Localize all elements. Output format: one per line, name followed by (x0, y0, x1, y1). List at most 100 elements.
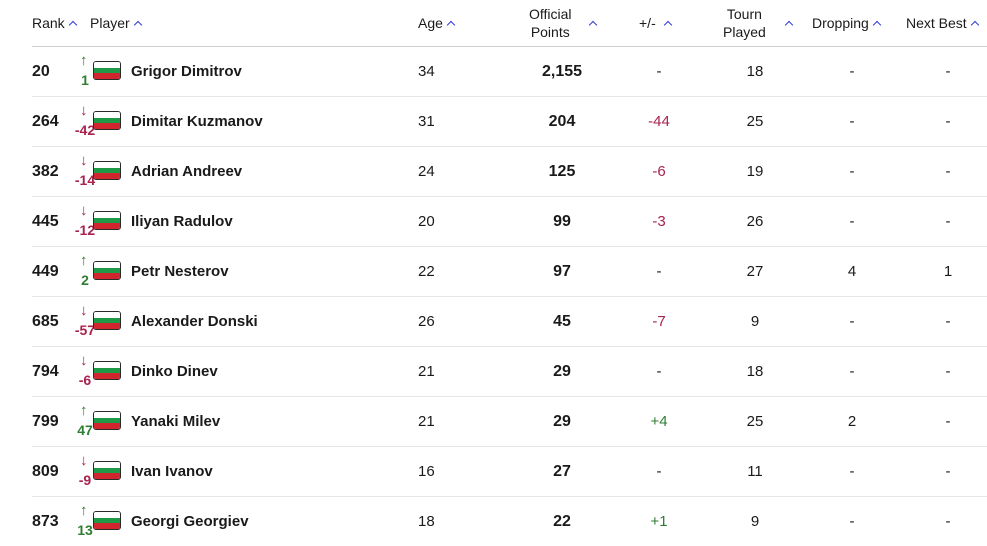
movement-delta: -12 (74, 222, 96, 238)
sort-player-header[interactable]: Player (90, 0, 142, 46)
movement-arrow-icon: ↑ (80, 252, 88, 269)
next-best-cell: - (945, 513, 951, 530)
sort-chevron-icon (872, 20, 882, 30)
dropping-header-label: Dropping (812, 15, 869, 31)
rank-movement: ↑ 2 (70, 253, 100, 293)
dropping-cell: - (849, 163, 855, 180)
tourn-played-cell: 18 (746, 363, 764, 380)
plus-minus-cell: -44 (648, 113, 670, 130)
player-name-link[interactable]: Petr Nesterov (131, 263, 229, 280)
table-row[interactable]: 794 ↓ -6 Dinko Dinev 21 29 - 18 - - (32, 347, 987, 397)
plus-minus-cell: +1 (650, 513, 668, 530)
bulgaria-flag-icon (93, 111, 121, 130)
movement-delta: -14 (74, 172, 96, 188)
rank-header-label: Rank (32, 15, 65, 31)
rank-movement: ↓ -42 (70, 103, 100, 143)
player-name-link[interactable]: Dimitar Kuzmanov (131, 113, 263, 130)
next-best-cell: - (945, 163, 951, 180)
next-best-cell: - (945, 213, 951, 230)
sort-age-header[interactable]: Age (418, 0, 456, 46)
bulgaria-flag-icon (93, 361, 121, 380)
next-best-cell: - (945, 363, 951, 380)
player-name-link[interactable]: Dinko Dinev (131, 363, 218, 380)
player-name-link[interactable]: Yanaki Milev (131, 413, 221, 430)
movement-delta: -57 (74, 322, 96, 338)
tourn-played-cell: 27 (746, 263, 764, 280)
table-row[interactable]: 445 ↓ -12 Iliyan Radulov 20 99 -3 26 - - (32, 197, 987, 247)
sort-plus-minus-header[interactable]: +/- (639, 0, 672, 46)
plus-minus-cell: +4 (650, 413, 668, 430)
tourn-header-line1: Tourn (726, 6, 762, 22)
player-name-link[interactable]: Alexander Donski (131, 313, 258, 330)
dropping-cell: 2 (847, 413, 857, 430)
sort-points-header[interactable]: Official Points (529, 0, 597, 46)
points-cell: 27 (553, 462, 571, 480)
age-cell: 26 (418, 313, 435, 330)
sort-chevron-icon (133, 20, 142, 30)
rank-cell: 873 (32, 512, 59, 530)
sort-dropping-header[interactable]: Dropping (812, 0, 882, 46)
rank-movement: ↓ -6 (70, 353, 100, 393)
bulgaria-flag-icon (93, 411, 121, 430)
next-best-cell: - (945, 313, 951, 330)
next-best-cell: - (945, 63, 951, 80)
sort-rank-header[interactable]: Rank (32, 0, 77, 46)
table-body: 20 ↑ 1 Grigor Dimitrov 34 2,155 - 18 - -… (32, 47, 987, 546)
sort-tourn-played-header[interactable]: Tourn Played (723, 0, 794, 46)
plus-minus-cell: -7 (652, 313, 666, 330)
next-best-cell: 1 (943, 263, 953, 280)
table-row[interactable]: 799 ↑ 47 Yanaki Milev 21 29 +4 25 2 - (32, 397, 987, 447)
player-name-link[interactable]: Georgi Georgiev (131, 513, 249, 530)
movement-delta: 1 (81, 72, 89, 88)
bulgaria-flag-icon (93, 161, 121, 180)
movement-arrow-icon: ↑ (80, 402, 88, 419)
rank-cell: 382 (32, 162, 59, 180)
age-cell: 31 (418, 113, 435, 130)
table-row[interactable]: 264 ↓ -42 Dimitar Kuzmanov 31 204 -44 25… (32, 97, 987, 147)
rank-movement: ↓ -57 (70, 303, 100, 343)
rank-cell: 794 (32, 362, 59, 380)
dropping-cell: - (849, 113, 855, 130)
rank-cell: 809 (32, 462, 59, 480)
movement-delta: -6 (78, 372, 92, 388)
table-row[interactable]: 809 ↓ -9 Ivan Ivanov 16 27 - 11 - - (32, 447, 987, 497)
dropping-cell: - (849, 513, 855, 530)
table-row[interactable]: 20 ↑ 1 Grigor Dimitrov 34 2,155 - 18 - - (32, 47, 987, 97)
dropping-cell: - (849, 313, 855, 330)
rank-movement: ↓ -9 (70, 453, 100, 493)
sort-next-best-header[interactable]: Next Best (906, 0, 979, 46)
player-name-link[interactable]: Adrian Andreev (131, 163, 243, 180)
sort-chevron-icon (663, 20, 672, 30)
player-name-link[interactable]: Ivan Ivanov (131, 463, 213, 480)
movement-arrow-icon: ↓ (80, 152, 88, 169)
age-cell: 21 (418, 413, 435, 430)
points-header-label: Official Points (529, 5, 572, 41)
tourn-played-header-label: Tourn Played (723, 5, 766, 41)
tourn-played-cell: 19 (746, 163, 764, 180)
table-row[interactable]: 382 ↓ -14 Adrian Andreev 24 125 -6 19 - … (32, 147, 987, 197)
rank-movement: ↓ -12 (70, 203, 100, 243)
age-cell: 18 (418, 513, 435, 530)
age-cell: 20 (418, 213, 435, 230)
rank-cell: 449 (32, 262, 59, 280)
movement-arrow-icon: ↑ (80, 52, 88, 69)
points-cell: 204 (548, 112, 576, 130)
rank-cell: 445 (32, 212, 59, 230)
table-row[interactable]: 449 ↑ 2 Petr Nesterov 22 97 - 27 4 1 (32, 247, 987, 297)
tourn-played-cell: 9 (750, 313, 760, 330)
points-cell: 125 (548, 162, 576, 180)
movement-delta: 47 (77, 422, 93, 438)
movement-arrow-icon: ↓ (80, 302, 88, 319)
player-name-link[interactable]: Grigor Dimitrov (131, 63, 242, 80)
age-cell: 16 (418, 463, 435, 480)
movement-arrow-icon: ↓ (80, 452, 88, 469)
plus-minus-cell: - (656, 63, 662, 80)
movement-arrow-icon: ↓ (80, 352, 88, 369)
age-cell: 21 (418, 363, 435, 380)
rank-cell: 799 (32, 412, 59, 430)
table-row[interactable]: 685 ↓ -57 Alexander Donski 26 45 -7 9 - … (32, 297, 987, 347)
table-row[interactable]: 873 ↑ 13 Georgi Georgiev 18 22 +1 9 - - (32, 497, 987, 546)
player-name-link[interactable]: Iliyan Radulov (131, 213, 233, 230)
rank-cell: 685 (32, 312, 59, 330)
rank-movement: ↑ 1 (70, 53, 100, 93)
